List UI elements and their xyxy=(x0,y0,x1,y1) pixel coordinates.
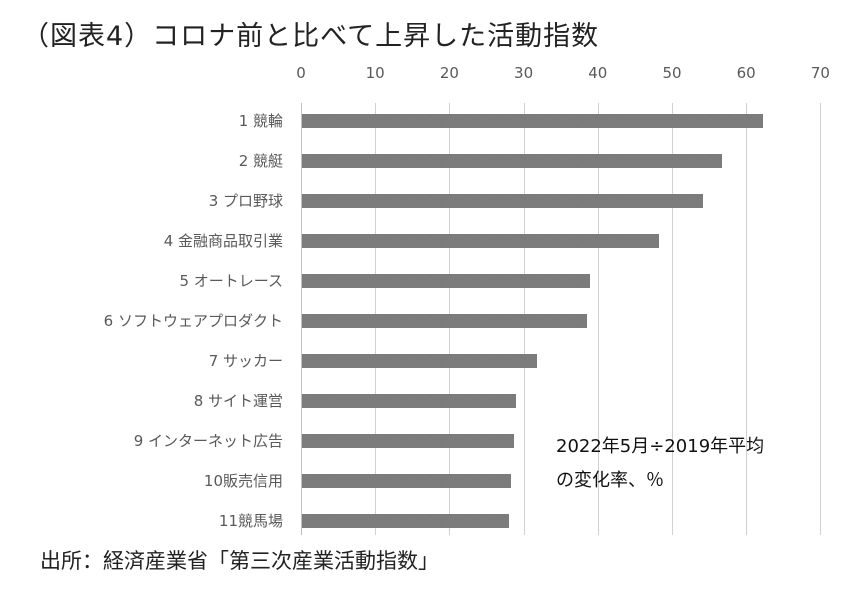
x-tick-label: 0 xyxy=(296,64,306,82)
category-label: 8 サイト運営 xyxy=(193,392,283,410)
bar xyxy=(302,514,510,528)
category-label: 7 サッカー xyxy=(208,352,283,370)
x-tick-label: 40 xyxy=(588,64,608,82)
bar xyxy=(302,394,517,408)
gridline xyxy=(597,103,599,535)
category-label: 9 インターネット広告 xyxy=(133,432,283,450)
bar xyxy=(302,434,515,448)
category-axis-line xyxy=(301,103,302,535)
x-tick-label: 20 xyxy=(439,64,459,82)
gridline xyxy=(672,103,673,535)
category-label: 10販売信用 xyxy=(203,472,283,490)
source-note: 出所：経済産業省「第三次産業活動指数」 xyxy=(40,549,439,573)
category-label: 1 競輪 xyxy=(238,112,283,130)
x-tick-label: 50 xyxy=(662,64,682,82)
annotation-line-2: の変化率、％ xyxy=(556,470,664,491)
x-tick-label: 10 xyxy=(365,64,385,82)
category-label: 3 プロ野球 xyxy=(208,192,283,210)
gridline xyxy=(746,103,748,535)
bar xyxy=(302,274,590,288)
bar xyxy=(302,194,704,208)
gridline xyxy=(820,103,822,535)
category-label: 6 ソフトウェアプロダクト xyxy=(103,312,283,330)
bar xyxy=(302,114,763,128)
category-label: 5 オートレース xyxy=(179,272,283,290)
chart-annotation: 2022年5月÷2019年平均 の変化率、％ xyxy=(556,430,764,498)
bar xyxy=(302,234,659,248)
bar xyxy=(302,314,587,328)
x-tick-label: 70 xyxy=(810,64,830,82)
bar xyxy=(302,154,722,168)
category-label: 4 金融商品取引業 xyxy=(163,232,283,250)
annotation-line-1: 2022年5月÷2019年平均 xyxy=(556,436,765,457)
chart-title: （図表4）コロナ前と比べて上昇した活動指数 xyxy=(22,21,600,52)
x-tick-label: 60 xyxy=(736,64,756,82)
bar xyxy=(302,474,512,488)
x-tick-label: 30 xyxy=(514,64,534,82)
category-label: 2 競艇 xyxy=(238,152,283,170)
bar xyxy=(302,354,538,368)
category-label: 11競馬場 xyxy=(218,512,283,530)
